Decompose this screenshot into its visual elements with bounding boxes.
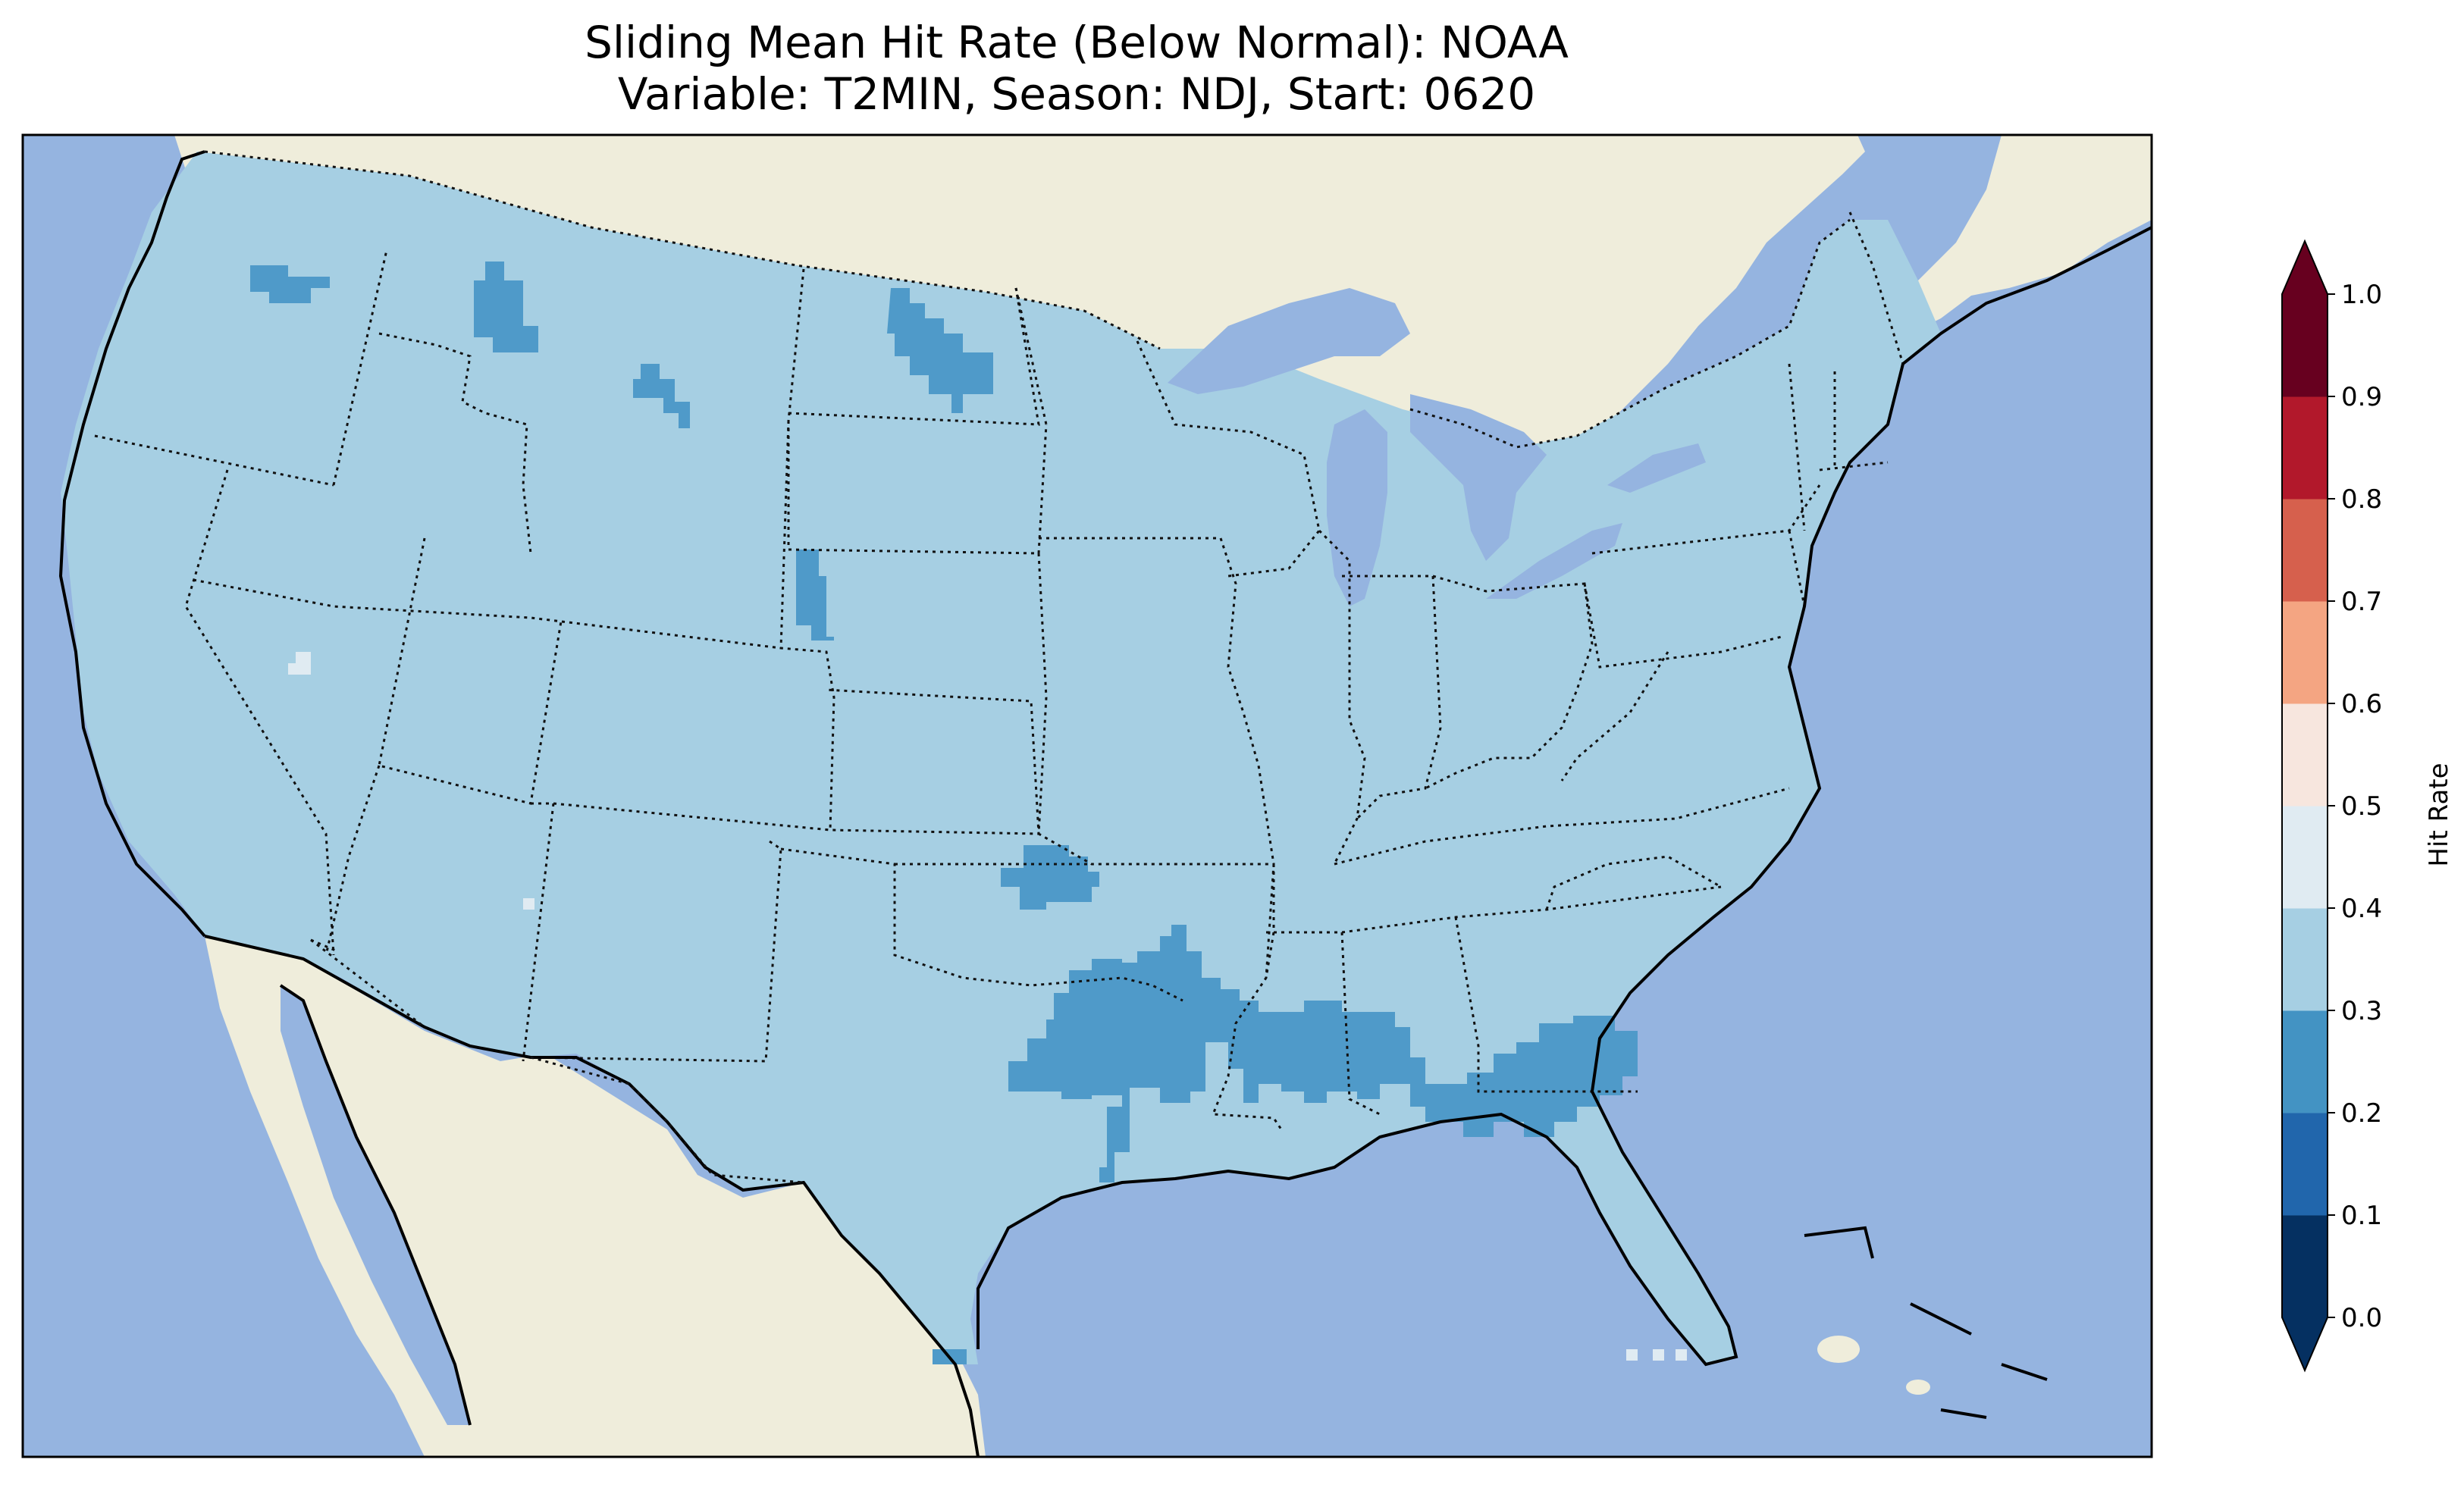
colorbar-label: Hit Rate bbox=[2424, 763, 2454, 866]
colorbar-tick-label: 0.5 bbox=[2341, 791, 2382, 822]
lake-erie bbox=[1486, 523, 1622, 599]
cell-gulf-2 bbox=[1653, 1349, 1664, 1361]
coastlines bbox=[58, 150, 2152, 1457]
lake-superior bbox=[1168, 288, 1410, 394]
region-oklahoma-central bbox=[1001, 845, 1099, 910]
lake-huron bbox=[1410, 394, 1547, 561]
high-hit-rate-cells bbox=[288, 652, 1687, 1361]
colorbar-segment bbox=[2282, 908, 2328, 1011]
colorbar-tick-label: 0.3 bbox=[2341, 996, 2382, 1026]
figure-subtitle: Variable: T2MIN, Season: NDJ, Start: 062… bbox=[617, 68, 1536, 120]
lake-michigan bbox=[1327, 409, 1387, 606]
colorbar-tick-label: 1.0 bbox=[2341, 280, 2382, 310]
region-montana-central bbox=[633, 364, 690, 428]
region-wyoming-nebraska bbox=[796, 550, 834, 641]
colorbar-segment bbox=[2282, 1215, 2328, 1318]
colorbar-tick-label: 0.2 bbox=[2341, 1098, 2382, 1129]
colorbar-over-extension bbox=[2282, 241, 2328, 294]
maritime-land bbox=[1888, 135, 2152, 334]
figure-title: Sliding Mean Hit Rate (Below Normal): NO… bbox=[585, 17, 1569, 68]
region-north-dakota bbox=[887, 288, 993, 413]
colorbar: 0.0 0.1 0.2 0.3 0.4 0.5 0.6 0.7 0.8 0.9 1.0 bbox=[2281, 239, 2382, 1373]
colorbar-tick-label: 0.9 bbox=[2341, 382, 2382, 412]
cell-gulf-1 bbox=[1626, 1349, 1638, 1361]
cell-arizona bbox=[523, 898, 534, 910]
map-area bbox=[23, 135, 2152, 1457]
colorbar-segment bbox=[2282, 806, 2328, 909]
region-washington-north bbox=[250, 265, 330, 303]
colorbar-segment bbox=[2282, 396, 2328, 500]
cell-nevada-2 bbox=[288, 663, 311, 675]
state-borders bbox=[94, 211, 1904, 1130]
colorbar-tick-label: 0.4 bbox=[2341, 894, 2382, 924]
region-idaho-montana bbox=[474, 262, 538, 352]
colorbar-tick-label: 0.6 bbox=[2341, 689, 2382, 719]
country-borders bbox=[204, 150, 1851, 1184]
map-frame bbox=[21, 133, 2153, 1458]
colorbar-segment bbox=[2282, 703, 2328, 807]
bahamas-island-2 bbox=[1906, 1380, 1930, 1395]
colorbar-tick-label: 0.1 bbox=[2341, 1201, 2382, 1231]
colorbar-under-extension bbox=[2282, 1317, 2328, 1370]
colorbar-segment bbox=[2282, 601, 2328, 704]
colorbar-tick-label: 0.7 bbox=[2341, 587, 2382, 617]
lake-ontario bbox=[1607, 443, 1706, 493]
colorbar-segment bbox=[2282, 294, 2328, 397]
colorbar-tick-label: 0.0 bbox=[2341, 1303, 2382, 1333]
colorbar-segment bbox=[2282, 1113, 2328, 1216]
colorbar-segment bbox=[2282, 499, 2328, 602]
bahamas-island bbox=[1817, 1336, 1860, 1363]
colorbar-segment bbox=[2282, 1010, 2328, 1113]
cell-gulf-3 bbox=[1676, 1349, 1687, 1361]
gulf-of-california bbox=[281, 985, 470, 1425]
colorbar-tick-label: 0.8 bbox=[2341, 484, 2382, 515]
